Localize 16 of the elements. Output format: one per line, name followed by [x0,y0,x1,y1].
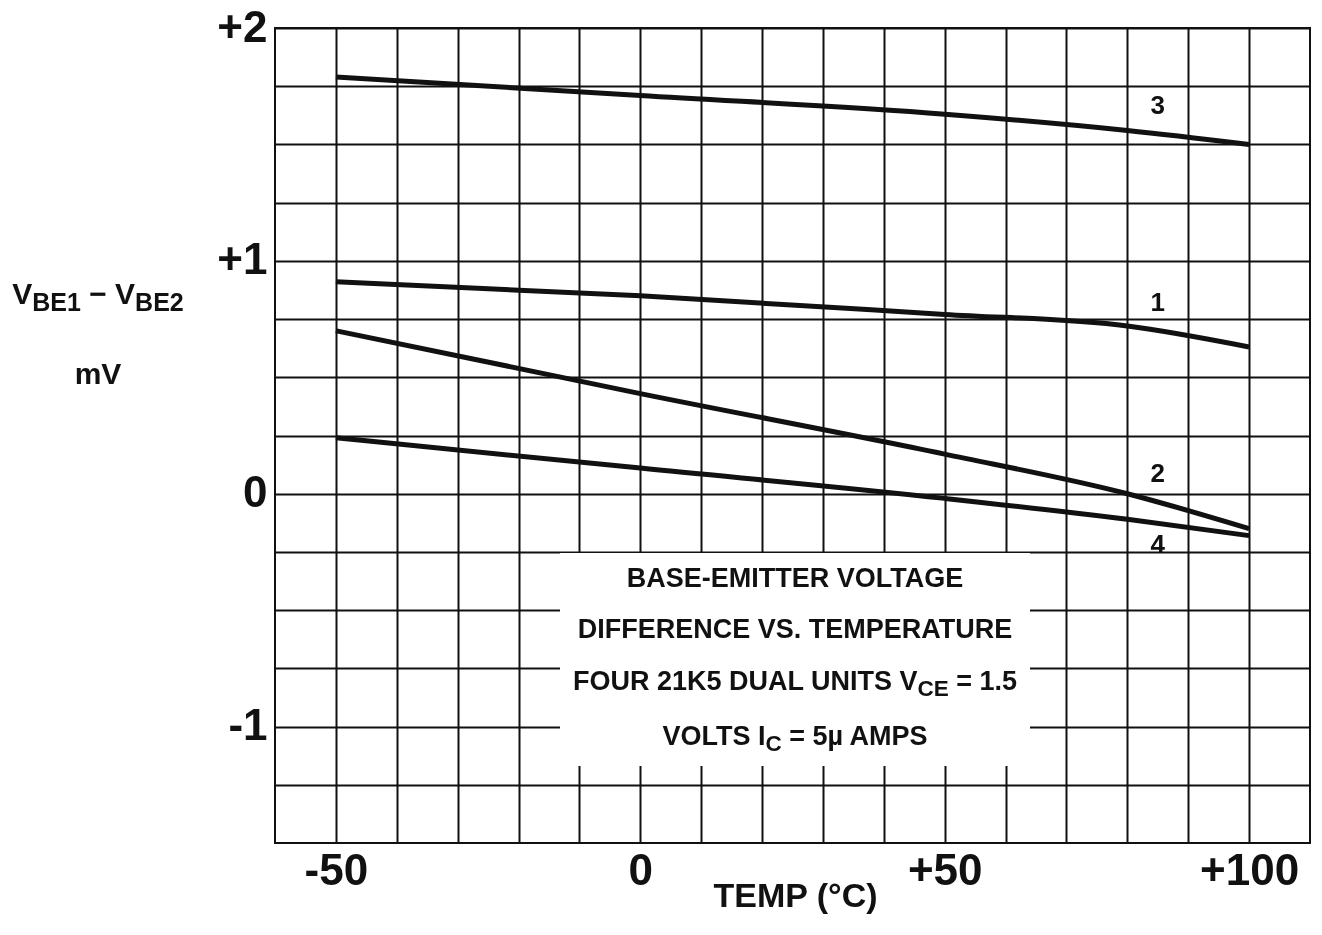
series-label: 1 [1150,287,1166,318]
x-tick-label: -50 [304,844,369,894]
y-tick-label: +2 [217,1,268,51]
series-label: 3 [1150,89,1166,120]
x-axis-title: TEMP (°C) [713,875,878,914]
x-tick-label: 0 [628,844,654,894]
text: V$_{BE1}$ − V$_{BE2}$ mV [12,277,184,390]
text: BASE-EMITTER VOLTAGE DIFFERENCE VS. TEMPERATURE [576,562,1014,647]
y-tick-label: +1 [217,234,268,284]
series-label: 4 [1150,529,1166,560]
text: FOUR 21K5 DUAL UNITS V$_{CE}$ = 1.5 VOLTS I$_{C}$ = 5µ AMPS [572,665,1018,757]
series-label: 2 [1150,458,1166,489]
x-tick-label: +100 [1200,844,1300,894]
x-tick-label: +50 [907,844,983,894]
y-tick-label: -1 [228,700,268,750]
y-tick-label: 0 [243,467,268,517]
